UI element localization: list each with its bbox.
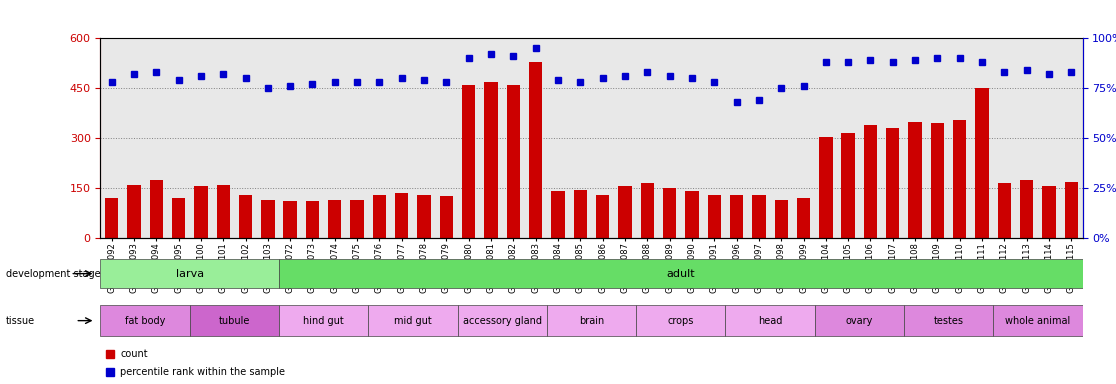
Bar xyxy=(1020,180,1033,238)
Text: mid gut: mid gut xyxy=(394,316,432,326)
Bar xyxy=(306,202,319,238)
Bar xyxy=(150,180,163,238)
Bar xyxy=(730,195,743,238)
FancyBboxPatch shape xyxy=(547,305,636,336)
Bar xyxy=(864,125,877,238)
Bar xyxy=(328,200,341,238)
Bar xyxy=(127,185,141,238)
Bar xyxy=(953,120,966,238)
Text: whole animal: whole animal xyxy=(1006,316,1070,326)
Bar xyxy=(641,183,654,238)
FancyBboxPatch shape xyxy=(279,259,1083,288)
Text: percentile rank within the sample: percentile rank within the sample xyxy=(121,366,285,377)
Bar xyxy=(596,195,609,238)
FancyBboxPatch shape xyxy=(815,305,904,336)
FancyBboxPatch shape xyxy=(100,259,279,288)
Bar xyxy=(931,123,944,238)
Text: development stage: development stage xyxy=(6,268,100,279)
Bar xyxy=(886,128,899,238)
Text: hind gut: hind gut xyxy=(304,316,344,326)
Bar xyxy=(373,195,386,238)
Bar xyxy=(283,202,297,238)
Text: tubule: tubule xyxy=(219,316,250,326)
Bar xyxy=(507,85,520,238)
Bar xyxy=(350,200,364,238)
Bar xyxy=(908,122,922,238)
FancyBboxPatch shape xyxy=(368,305,458,336)
FancyBboxPatch shape xyxy=(993,305,1083,336)
Bar xyxy=(551,192,565,238)
Bar xyxy=(462,85,475,238)
Bar xyxy=(1042,187,1056,238)
Text: testes: testes xyxy=(934,316,963,326)
Bar xyxy=(484,82,498,238)
Bar xyxy=(194,187,208,238)
Bar xyxy=(440,197,453,238)
Bar xyxy=(574,190,587,238)
Bar xyxy=(239,195,252,238)
Text: adult: adult xyxy=(666,268,695,279)
Bar xyxy=(1065,182,1078,238)
Bar xyxy=(529,62,542,238)
Text: ovary: ovary xyxy=(846,316,873,326)
FancyBboxPatch shape xyxy=(100,305,190,336)
Bar xyxy=(775,200,788,238)
Bar xyxy=(752,195,766,238)
Text: larva: larva xyxy=(175,268,204,279)
Bar xyxy=(395,193,408,238)
FancyBboxPatch shape xyxy=(725,305,815,336)
Bar xyxy=(172,198,185,238)
FancyBboxPatch shape xyxy=(190,305,279,336)
Bar xyxy=(417,195,431,238)
Text: brain: brain xyxy=(579,316,604,326)
Text: count: count xyxy=(121,349,147,359)
FancyBboxPatch shape xyxy=(458,305,547,336)
FancyBboxPatch shape xyxy=(636,305,725,336)
Bar xyxy=(819,137,833,238)
FancyBboxPatch shape xyxy=(279,305,368,336)
Bar xyxy=(797,198,810,238)
Bar xyxy=(685,192,699,238)
Text: accessory gland: accessory gland xyxy=(463,316,541,326)
Text: tissue: tissue xyxy=(6,316,35,326)
Text: crops: crops xyxy=(667,316,694,326)
Text: head: head xyxy=(758,316,782,326)
Bar xyxy=(105,198,118,238)
Bar xyxy=(841,133,855,238)
Bar xyxy=(708,195,721,238)
Bar xyxy=(261,200,275,238)
Bar xyxy=(217,185,230,238)
Bar xyxy=(998,183,1011,238)
Bar xyxy=(618,187,632,238)
Text: fat body: fat body xyxy=(125,316,165,326)
FancyBboxPatch shape xyxy=(904,305,993,336)
Bar xyxy=(975,88,989,238)
Bar xyxy=(663,188,676,238)
